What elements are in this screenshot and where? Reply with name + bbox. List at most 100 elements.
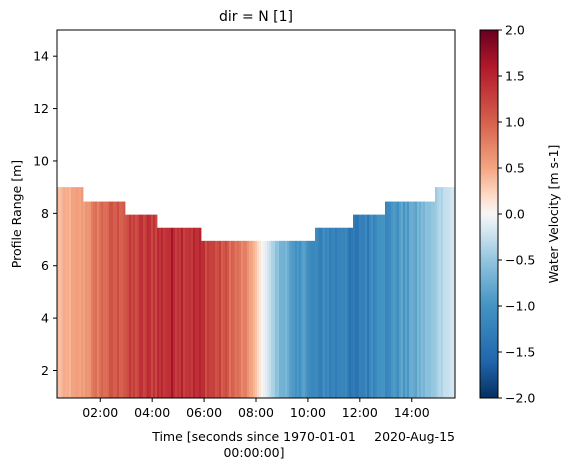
- heatmap-column: [437, 187, 440, 398]
- heatmap-column: [149, 214, 152, 398]
- heatmap-column: [119, 201, 122, 398]
- heatmap-column: [259, 240, 262, 398]
- heatmap-column: [305, 240, 308, 398]
- heatmap-column: [135, 214, 138, 398]
- heatmap-column: [239, 240, 242, 398]
- heatmap-column: [235, 240, 238, 398]
- heatmap-column: [371, 214, 374, 398]
- colorbar-tick-label: −1.0: [505, 299, 535, 314]
- heatmap-column: [451, 187, 454, 398]
- x-axis-label-line2: 00:00:00]: [223, 445, 284, 460]
- heatmap-column: [127, 214, 130, 398]
- heatmap-column: [79, 187, 82, 398]
- heatmap-column: [343, 227, 346, 398]
- heatmap-column: [383, 214, 386, 398]
- heatmap-column: [347, 227, 350, 398]
- heatmap-column: [233, 240, 236, 398]
- heatmap-column: [185, 227, 188, 398]
- heatmap-column: [387, 201, 390, 398]
- heatmap-column: [155, 214, 158, 398]
- heatmap-column: [395, 201, 398, 398]
- heatmap-column: [179, 227, 182, 398]
- heatmap-column: [193, 227, 196, 398]
- heatmap-column: [245, 240, 248, 398]
- heatmap-column: [341, 227, 344, 398]
- heatmap-column: [159, 227, 162, 398]
- heatmap-column: [123, 201, 126, 398]
- heatmap-column: [273, 240, 276, 398]
- colorbar-tick-label: 1.5: [505, 69, 525, 84]
- colorbar-tick-label: 1.0: [505, 115, 525, 130]
- heatmap-column: [157, 227, 160, 398]
- heatmap-column: [133, 214, 136, 398]
- colorbar: [479, 29, 499, 399]
- heatmap-column: [433, 201, 436, 398]
- heatmap-column: [231, 240, 234, 398]
- heatmap-column: [275, 240, 278, 398]
- heatmap-column: [229, 240, 232, 398]
- heatmap-column: [107, 201, 110, 398]
- heatmap-column: [367, 214, 370, 398]
- heatmap-column: [411, 201, 414, 398]
- heatmap-column: [103, 201, 106, 398]
- heatmap-column: [207, 240, 210, 398]
- heatmap-column: [93, 201, 96, 398]
- heatmap-column: [317, 227, 320, 398]
- heatmap-column: [227, 240, 230, 398]
- heatmap-column: [425, 201, 428, 398]
- heatmap-column: [313, 240, 316, 398]
- heatmap-column: [339, 227, 342, 398]
- heatmap-column: [287, 240, 290, 398]
- y-tick-label: 6: [41, 258, 49, 273]
- heatmap-column: [391, 201, 394, 398]
- heatmap-column: [291, 240, 294, 398]
- heatmap-column: [97, 201, 100, 398]
- y-tick-label: 2: [41, 363, 49, 378]
- heatmap-column: [359, 214, 362, 398]
- heatmap-column: [351, 227, 354, 398]
- colorbar-axis: 2.0 1.5 1.0 0.5 0.0 −0.5 −1.0 −1.5 −2.0: [498, 23, 535, 406]
- heatmap-column: [203, 240, 206, 398]
- heatmap-column: [195, 227, 198, 398]
- heatmap-column: [67, 187, 70, 398]
- heatmap-column: [399, 201, 402, 398]
- heatmap-column: [323, 227, 326, 398]
- heatmap-column: [129, 214, 132, 398]
- heatmap-column: [201, 240, 204, 398]
- heatmap-column: [427, 201, 430, 398]
- heatmap-column: [151, 214, 154, 398]
- heatmap-column: [373, 214, 376, 398]
- heatmap-column: [449, 187, 452, 398]
- heatmap-column: [447, 187, 450, 398]
- heatmap-column: [121, 201, 124, 398]
- heatmap-column: [419, 201, 422, 398]
- heatmap-column: [321, 227, 324, 398]
- heatmap-column: [281, 240, 284, 398]
- heatmap-column: [299, 240, 302, 398]
- heatmap-column: [355, 214, 358, 398]
- heatmap-column: [143, 214, 146, 398]
- heatmap-column: [329, 227, 332, 398]
- heatmap-column: [443, 187, 446, 398]
- heatmap-column: [303, 240, 306, 398]
- heatmap-column: [307, 240, 310, 398]
- heatmap-column: [349, 227, 352, 398]
- heatmap-column: [335, 227, 338, 398]
- heatmap-column: [137, 214, 140, 398]
- heatmap-column: [409, 201, 412, 398]
- heatmap-column: [285, 240, 288, 398]
- heatmap-column: [85, 201, 88, 398]
- heatmap-column: [435, 187, 438, 398]
- heatmap-column: [315, 227, 318, 398]
- heatmap-column: [431, 201, 434, 398]
- heatmap-column: [125, 214, 128, 398]
- heatmap-column: [223, 240, 226, 398]
- heatmap-column: [397, 201, 400, 398]
- heatmap-column: [445, 187, 448, 398]
- heatmap-column: [77, 187, 80, 398]
- y-tick-label: 10: [33, 153, 49, 168]
- heatmap-column: [221, 240, 224, 398]
- heatmap-column: [279, 240, 282, 398]
- heatmap-column: [71, 187, 74, 398]
